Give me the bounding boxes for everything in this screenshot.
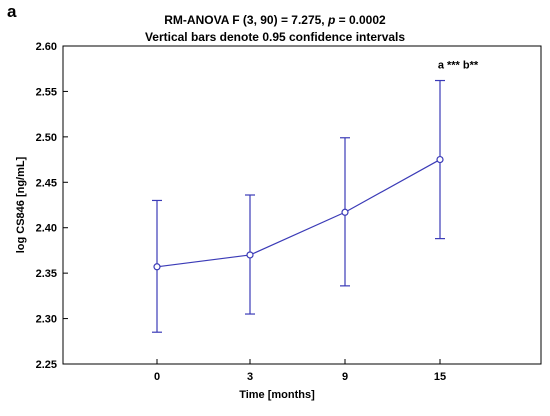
x-axis: 0 3 9 15	[154, 359, 446, 383]
chart-title: RM-ANOVA F (3, 90) = 7.275, p = 0.0002	[0, 13, 550, 27]
x-tick-label: 0	[154, 371, 160, 383]
data-point	[436, 155, 444, 164]
title-suffix: = 0.0002	[335, 13, 386, 27]
y-tick-label: 2.40	[36, 223, 57, 235]
series-layer	[152, 79, 445, 333]
y-tick-label: 2.50	[36, 132, 57, 144]
x-tick-label: 9	[342, 371, 348, 383]
y-tick-label: 2.30	[36, 314, 57, 326]
y-axis: 2.25 2.30 2.35 2.40 2.45 2.50 2.55 2.60	[36, 41, 68, 371]
y-tick-label: 2.35	[36, 268, 57, 280]
series-line	[156, 159, 441, 268]
y-tick-label: 2.55	[36, 86, 57, 98]
data-point	[246, 251, 254, 259]
title-p-symbol: p	[327, 13, 336, 27]
significance-annotation: a *** b**	[438, 60, 479, 72]
data-point	[341, 208, 349, 216]
x-axis-title: Time [months]	[239, 389, 315, 401]
y-tick-label: 2.60	[36, 41, 57, 53]
title-prefix: RM-ANOVA F (3, 90) = 7.275,	[164, 13, 328, 27]
annotation-layer: a *** b**	[438, 60, 479, 72]
y-tick-label: 2.25	[36, 359, 57, 371]
y-tick-label: 2.45	[36, 177, 57, 189]
plot-frame	[62, 45, 542, 365]
x-tick-label: 15	[434, 371, 446, 383]
y-axis-title: log CS846 [ng/mL]	[15, 156, 27, 253]
panel-label: a	[7, 2, 17, 21]
data-point	[153, 263, 161, 271]
chart-subtitle: Vertical bars denote 0.95 confidence int…	[144, 30, 406, 44]
x-tick-label: 3	[247, 371, 253, 383]
